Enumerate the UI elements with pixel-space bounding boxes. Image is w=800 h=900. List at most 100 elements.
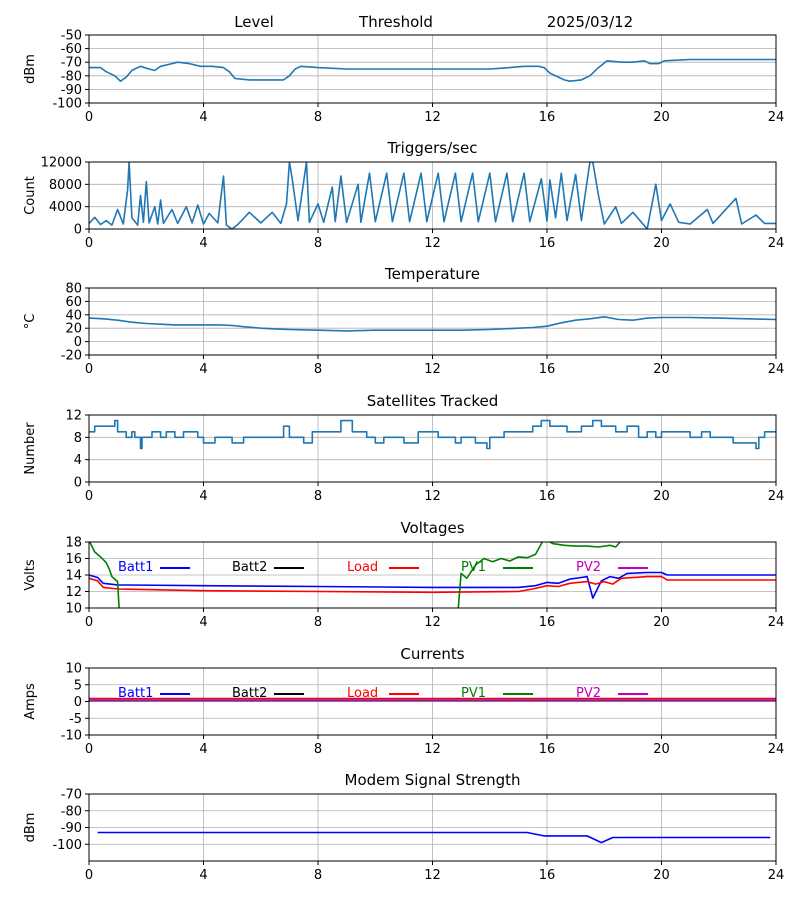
modem-ylabel: dBm	[23, 813, 38, 843]
currents-y-tick-label: -5	[69, 712, 82, 727]
voltages-series-batt1	[89, 571, 776, 599]
satellites-y-tick-label: 4	[74, 453, 82, 468]
level-x-tick-label: 0	[85, 110, 93, 125]
triggers-x-tick-label: 24	[768, 236, 785, 251]
satellites-y-tick-label: 8	[74, 431, 82, 446]
voltages-x-tick-label: 24	[768, 615, 785, 630]
voltages-x-tick-label: 0	[85, 615, 93, 630]
triggers-x-tick-label: 4	[199, 236, 207, 251]
level-y-tick-label: -50	[61, 29, 82, 44]
temperature-x-tick-label: 20	[653, 362, 670, 377]
temperature-y-tick-label: 80	[65, 282, 82, 297]
voltages-x-tick-label: 8	[314, 615, 322, 630]
voltages-legend-batt2-label: Batt2	[232, 560, 267, 575]
level-x-tick-label: 12	[424, 110, 441, 125]
level-series-group	[89, 58, 776, 82]
modem-y-tick-label: -90	[61, 821, 82, 836]
triggers-chart: 0 4 8 12 16 20 24 0 4000 8000 12000 Triggers/sec Cou…	[23, 139, 784, 251]
satellites-series-line	[89, 419, 776, 450]
triggers-x-tick-label: 12	[424, 236, 441, 251]
modem-x-tick-label: 24	[768, 868, 785, 883]
level-x-tick-label: 8	[314, 110, 322, 125]
level-chart: 0 4 8 12 16 20 24 -100-90-80-70-60-50 dBm	[23, 29, 784, 126]
triggers-y-tick-label: 4000	[49, 200, 82, 215]
satellites-x-tick-label: 12	[424, 489, 441, 504]
voltages-y-tick-label: 10	[65, 602, 82, 617]
voltages-legend-batt1-label: Batt1	[118, 560, 153, 575]
currents-x-tick-label: 12	[424, 742, 441, 757]
header-date: 2025/03/12	[547, 13, 633, 31]
voltages-y-tick-label: 18	[65, 536, 82, 551]
triggers-y-tick-label: 8000	[49, 178, 82, 193]
triggers-x-tick-label: 20	[653, 236, 670, 251]
triggers-ylabel: Count	[23, 176, 38, 215]
satellites-x-tick-label: 20	[653, 489, 670, 504]
currents-x-tick-label: 0	[85, 742, 93, 757]
modem-series-group	[97, 831, 771, 844]
satellites-x-tick-label: 0	[85, 489, 93, 504]
currents-ylabel: Amps	[23, 683, 38, 720]
modem-x-tick-label: 0	[85, 868, 93, 883]
currents-legend-pv2-label: PV2	[576, 686, 601, 701]
satellites-x-tick-label: 16	[539, 489, 556, 504]
modem-x-tick-label: 20	[653, 868, 670, 883]
satellites-y-tick-label: 12	[65, 409, 82, 424]
voltages-x-tick-label: 4	[199, 615, 207, 630]
triggers-y-tick-label: 12000	[41, 156, 82, 171]
voltages-legend-pv2-label: PV2	[576, 560, 601, 575]
modem-x-tick-label: 4	[199, 868, 207, 883]
currents-x-tick-label: 24	[768, 742, 785, 757]
voltages-x-tick-label: 20	[653, 615, 670, 630]
temperature-series-group	[89, 316, 776, 332]
currents-y-tick-label: 10	[65, 662, 82, 677]
temperature-x-tick-label: 24	[768, 362, 785, 377]
satellites-x-tick-label: 8	[314, 489, 322, 504]
modem-series-line	[97, 831, 771, 844]
satellites-x-tick-label: 24	[768, 489, 785, 504]
currents-legend-batt1-label: Batt1	[118, 686, 153, 701]
voltages-ylabel: Volts	[23, 559, 38, 591]
level-ylabel: dBm	[23, 54, 38, 84]
currents-y-tick-label: -10	[61, 729, 82, 744]
voltages-title: Voltages	[400, 519, 464, 537]
modem-x-tick-label: 12	[424, 868, 441, 883]
header-threshold-label: Threshold	[358, 13, 433, 31]
temperature-x-tick-label: 16	[539, 362, 556, 377]
currents-y-tick-label: 0	[74, 695, 82, 710]
voltages-y-tick-label: 16	[65, 552, 82, 567]
temperature-x-tick-label: 8	[314, 362, 322, 377]
level-y-tick-label: -80	[61, 69, 82, 84]
satellites-y-tick-label: 0	[74, 476, 82, 491]
voltages-x-tick-label: 16	[539, 615, 556, 630]
temperature-y-tick-label: 60	[65, 295, 82, 310]
temperature-y-tick-label: 40	[65, 308, 82, 323]
currents-x-tick-label: 20	[653, 742, 670, 757]
voltages-legend-pv1-label: PV1	[461, 560, 486, 575]
satellites-ylabel: Number	[23, 422, 38, 475]
triggers-x-tick-label: 8	[314, 236, 322, 251]
temperature-series-line	[89, 316, 776, 332]
satellites-title: Satellites Tracked	[367, 392, 498, 410]
level-y-tick-label: -90	[61, 83, 82, 98]
temperature-x-tick-label: 4	[199, 362, 207, 377]
voltages-legend-load-label: Load	[347, 560, 378, 575]
level-y-tick-label: -60	[61, 42, 82, 57]
satellites-x-tick-label: 4	[199, 489, 207, 504]
currents-series-group	[89, 697, 776, 702]
satellites-series-group	[89, 419, 776, 450]
triggers-series-line	[89, 162, 776, 229]
temperature-y-tick-label: -20	[61, 349, 82, 364]
triggers-y-tick-label: 0	[74, 223, 82, 238]
modem-x-tick-label: 8	[314, 868, 322, 883]
satellites-chart: 0 4 8 12 16 20 24 0 4 8 12 Satellites Tracked Number	[23, 392, 784, 504]
temperature-title: Temperature	[384, 265, 480, 283]
modem-y-tick-label: -80	[61, 804, 82, 819]
voltages-series-pv1	[457, 542, 622, 608]
triggers-x-tick-label: 0	[85, 236, 93, 251]
currents-legend-pv1-label: PV1	[461, 686, 486, 701]
level-y-tick-label: -70	[61, 56, 82, 71]
